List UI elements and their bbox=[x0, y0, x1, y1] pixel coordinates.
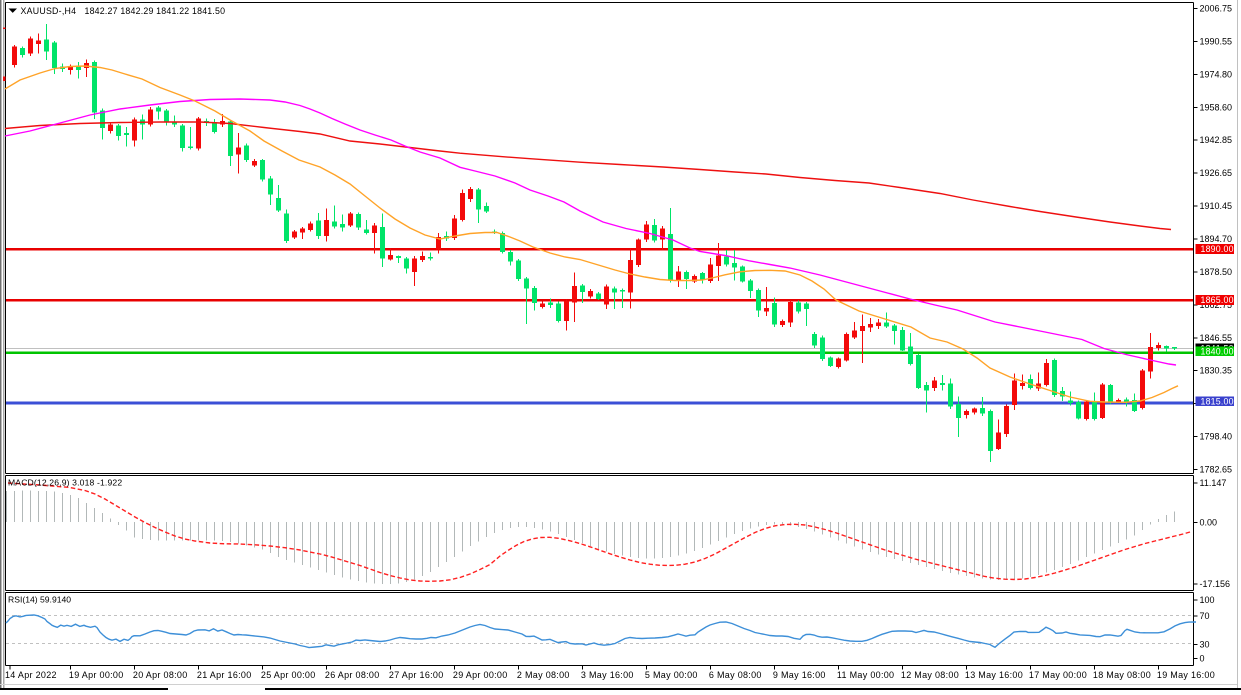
svg-text:XAUUSD-,H4: XAUUSD-,H4 bbox=[21, 6, 77, 16]
svg-text:1815.00: 1815.00 bbox=[1201, 397, 1234, 407]
svg-text:17 May 00:00: 17 May 00:00 bbox=[1029, 670, 1087, 680]
svg-text:MACD(12,26,9) 3.018 -1.922: MACD(12,26,9) 3.018 -1.922 bbox=[8, 478, 122, 488]
svg-text:1910.45: 1910.45 bbox=[1200, 201, 1233, 211]
svg-text:12 May 08:00: 12 May 08:00 bbox=[901, 670, 959, 680]
svg-text:30: 30 bbox=[1200, 639, 1210, 649]
svg-text:29 Apr 00:00: 29 Apr 00:00 bbox=[453, 670, 508, 680]
svg-text:19 May 16:00: 19 May 16:00 bbox=[1157, 670, 1215, 680]
svg-text:1926.65: 1926.65 bbox=[1200, 168, 1233, 178]
svg-text:6 May 08:00: 6 May 08:00 bbox=[709, 670, 762, 680]
svg-text:14 Apr 2022: 14 Apr 2022 bbox=[5, 670, 57, 680]
svg-text:1862.75: 1862.75 bbox=[1200, 300, 1233, 310]
svg-text:1974.80: 1974.80 bbox=[1200, 69, 1233, 79]
svg-text:25 Apr 00:00: 25 Apr 00:00 bbox=[261, 670, 316, 680]
svg-text:2 May 08:00: 2 May 08:00 bbox=[517, 670, 570, 680]
svg-text:0: 0 bbox=[1200, 654, 1205, 664]
svg-text:26 Apr 08:00: 26 Apr 08:00 bbox=[325, 670, 380, 680]
svg-text:RSI(14) 59.9140: RSI(14) 59.9140 bbox=[8, 595, 71, 605]
svg-text:21 Apr 16:00: 21 Apr 16:00 bbox=[197, 670, 252, 680]
svg-text:13 May 16:00: 13 May 16:00 bbox=[965, 670, 1023, 680]
svg-text:1865.00: 1865.00 bbox=[1201, 295, 1234, 305]
svg-text:1894.70: 1894.70 bbox=[1200, 234, 1233, 244]
svg-text:1798.40: 1798.40 bbox=[1200, 432, 1233, 442]
svg-text:11 May 00:00: 11 May 00:00 bbox=[837, 670, 894, 680]
svg-text:70: 70 bbox=[1200, 611, 1210, 621]
svg-text:1990.55: 1990.55 bbox=[1200, 36, 1233, 46]
svg-text:20 Apr 08:00: 20 Apr 08:00 bbox=[133, 670, 188, 680]
svg-text:2006.75: 2006.75 bbox=[1200, 4, 1233, 14]
svg-text:1830.35: 1830.35 bbox=[1200, 366, 1233, 376]
svg-text:3 May 16:00: 3 May 16:00 bbox=[581, 670, 634, 680]
svg-text:1846.55: 1846.55 bbox=[1200, 333, 1233, 343]
svg-text:27 Apr 16:00: 27 Apr 16:00 bbox=[389, 670, 444, 680]
svg-text:1840.00: 1840.00 bbox=[1201, 347, 1234, 357]
svg-text:1890.00: 1890.00 bbox=[1201, 244, 1234, 254]
svg-text:1782.65: 1782.65 bbox=[1200, 465, 1233, 475]
svg-text:9 May 16:00: 9 May 16:00 bbox=[773, 670, 826, 680]
svg-text:1878.50: 1878.50 bbox=[1200, 267, 1233, 277]
svg-text:1958.60: 1958.60 bbox=[1200, 102, 1233, 112]
svg-text:1842.27 1842.29 1841.22 1841.5: 1842.27 1842.29 1841.22 1841.50 bbox=[85, 6, 226, 16]
svg-text:1942.85: 1942.85 bbox=[1200, 135, 1233, 145]
svg-text:100: 100 bbox=[1200, 595, 1215, 605]
svg-text:11.147: 11.147 bbox=[1200, 478, 1227, 488]
svg-text:19 Apr 00:00: 19 Apr 00:00 bbox=[69, 670, 124, 680]
svg-text:0.00: 0.00 bbox=[1200, 518, 1218, 528]
svg-text:18 May 08:00: 18 May 08:00 bbox=[1093, 670, 1151, 680]
svg-text:-17.156: -17.156 bbox=[1200, 579, 1231, 589]
svg-text:5 May 00:00: 5 May 00:00 bbox=[645, 670, 698, 680]
